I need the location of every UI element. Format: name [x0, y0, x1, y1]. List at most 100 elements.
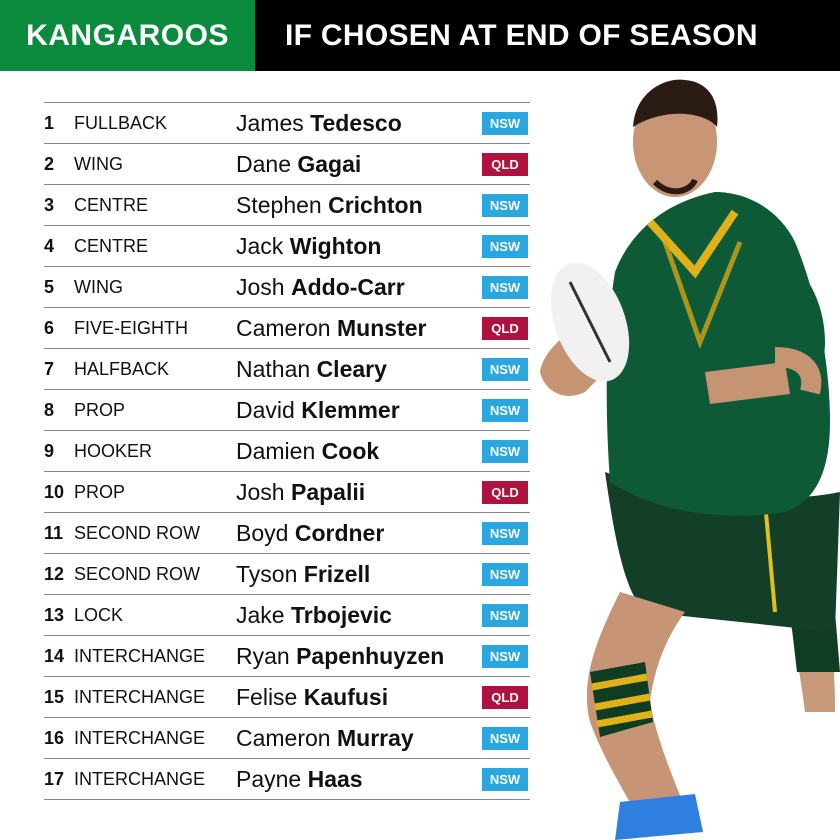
player-position: WING [74, 276, 123, 297]
state-badge: NSW [482, 521, 528, 545]
player-name: Ryan Papenhuyzen [236, 643, 482, 670]
player-name: Boyd Cordner [236, 520, 482, 547]
player-first-name: Stephen [236, 191, 322, 218]
state-badge: NSW [482, 193, 528, 217]
player-first-name: Felise [236, 683, 298, 710]
player-last-name: Crichton [328, 191, 423, 218]
player-name: Josh Papalii [236, 479, 482, 506]
player-first-name: Cameron [236, 724, 331, 751]
player-first-name: Payne [236, 765, 302, 792]
player-name: Josh Addo-Carr [236, 274, 482, 301]
state-badge: NSW [482, 562, 528, 586]
jersey-number: 1 [44, 112, 55, 133]
player-name: Tyson Frizell [236, 561, 482, 588]
player-position: PROP [74, 399, 126, 420]
jersey-number: 15 [44, 686, 65, 707]
jersey-number: 11 [44, 522, 64, 543]
jersey-number: 9 [44, 440, 55, 461]
state-badge: QLD [482, 480, 528, 504]
player-last-name: Cordner [294, 519, 385, 546]
player-position: INTERCHANGE [74, 727, 206, 748]
player-first-name: Jake [236, 601, 285, 628]
player-last-name: Klemmer [301, 396, 400, 423]
player-row: 8 PROP David Klemmer NSW [44, 390, 530, 431]
state-badge: NSW [482, 357, 528, 381]
player-last-name: Haas [307, 765, 363, 792]
player-last-name: Trbojevic [290, 601, 392, 628]
player-position: CENTRE [74, 194, 149, 215]
state-badge: NSW [482, 726, 528, 750]
state-badge: NSW [482, 644, 528, 668]
player-first-name: Josh [236, 273, 285, 300]
jersey-number: 5 [44, 276, 55, 297]
player-row: 4 CENTRE Jack Wighton NSW [44, 226, 530, 267]
player-first-name: Cameron [236, 314, 331, 341]
state-badge: NSW [482, 275, 528, 299]
player-last-name: Munster [337, 314, 427, 341]
jersey-number: 13 [44, 604, 65, 625]
player-row: 7 HALFBACK Nathan Cleary NSW [44, 349, 530, 390]
player-last-name: Papalii [290, 478, 366, 505]
player-row: 13 LOCK Jake Trbojevic NSW [44, 595, 530, 636]
player-last-name: Gagai [297, 150, 362, 177]
player-first-name: Jack [236, 232, 284, 259]
jersey-number: 3 [44, 194, 55, 215]
state-badge: QLD [482, 316, 528, 340]
player-row: 5 WING Josh Addo-Carr NSW [44, 267, 530, 308]
team-list: 1 FULLBACK James Tedesco NSW 2 WING Dane Gagai… [44, 102, 530, 800]
player-row: 14 INTERCHANGE Ryan Papenhuyzen NSW [44, 636, 530, 677]
jersey-number: 14 [44, 645, 65, 666]
player-first-name: Damien [236, 437, 316, 464]
jersey-number: 12 [44, 563, 65, 584]
player-last-name: Murray [337, 724, 414, 751]
player-row: 12 SECOND ROW Tyson Frizell NSW [44, 554, 530, 595]
player-last-name: Cleary [316, 355, 387, 382]
player-last-name: Cook [321, 437, 380, 464]
team-title: KANGAROOS [0, 0, 255, 71]
jersey-number: 8 [44, 399, 55, 420]
player-first-name: Nathan [236, 355, 311, 382]
state-badge: NSW [482, 398, 528, 422]
player-first-name: Tyson [236, 560, 298, 587]
jersey-number: 2 [44, 153, 55, 174]
player-first-name: David [236, 396, 295, 423]
player-position: INTERCHANGE [74, 768, 206, 789]
player-row: 1 FULLBACK James Tedesco NSW [44, 103, 530, 144]
player-name: Damien Cook [236, 438, 482, 465]
player-last-name: Frizell [303, 560, 371, 587]
player-row: 3 CENTRE Stephen Crichton NSW [44, 185, 530, 226]
jersey-number: 7 [44, 358, 55, 379]
player-position: SECOND ROW [74, 563, 200, 584]
player-position: INTERCHANGE [74, 645, 206, 666]
state-badge: NSW [482, 767, 528, 791]
player-first-name: James [236, 109, 304, 136]
player-last-name: Addo-Carr [290, 273, 405, 300]
player-name: Nathan Cleary [236, 356, 482, 383]
state-badge: QLD [482, 152, 528, 176]
player-last-name: Wighton [289, 232, 382, 259]
player-row: 15 INTERCHANGE Felise Kaufusi QLD [44, 677, 530, 718]
player-name: Stephen Crichton [236, 192, 482, 219]
player-position: INTERCHANGE [74, 686, 206, 707]
player-position: LOCK [74, 604, 124, 625]
player-row: 2 WING Dane Gagai QLD [44, 144, 530, 185]
player-row: 17 INTERCHANGE Payne Haas NSW [44, 759, 530, 800]
player-position: HOOKER [74, 440, 153, 461]
player-name: Dane Gagai [236, 151, 482, 178]
player-row: 9 HOOKER Damien Cook NSW [44, 431, 530, 472]
player-first-name: Dane [236, 150, 291, 177]
state-badge: QLD [482, 685, 528, 709]
player-first-name: Ryan [236, 642, 290, 669]
jersey-number: 4 [44, 235, 55, 256]
player-last-name: Kaufusi [303, 683, 389, 710]
player-row: 11 SECOND ROW Boyd Cordner NSW [44, 513, 530, 554]
player-name: Jack Wighton [236, 233, 482, 260]
player-position: HALFBACK [74, 358, 170, 379]
player-name: Cameron Munster [236, 315, 482, 342]
jersey-number: 10 [44, 481, 65, 502]
state-badge: NSW [482, 234, 528, 258]
player-row: 16 INTERCHANGE Cameron Murray NSW [44, 718, 530, 759]
jersey-number: 16 [44, 727, 65, 748]
player-position: CENTRE [74, 235, 149, 256]
player-name: Payne Haas [236, 766, 482, 793]
